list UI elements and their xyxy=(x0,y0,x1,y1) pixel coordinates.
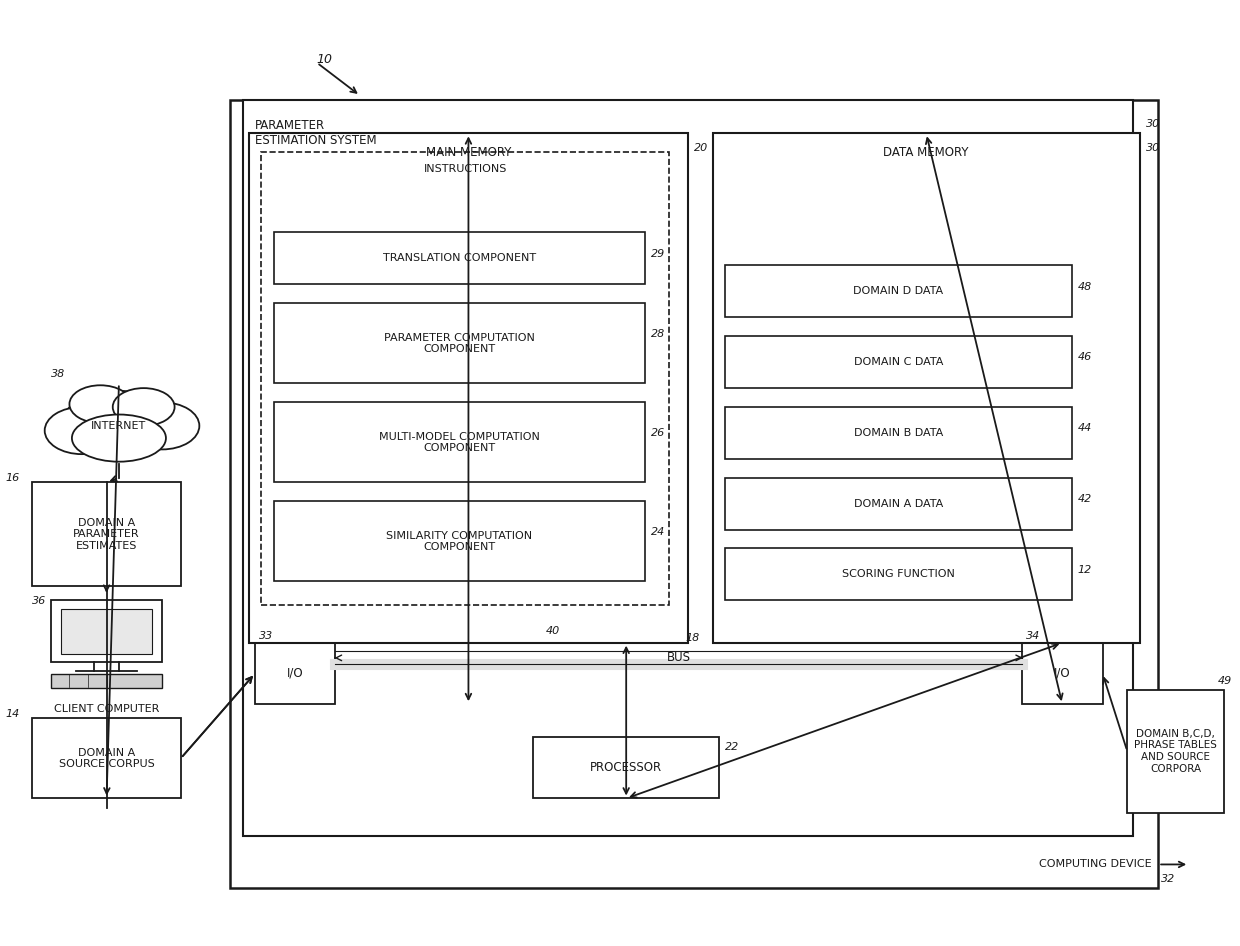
Text: 34: 34 xyxy=(1025,632,1040,641)
Text: 42: 42 xyxy=(1078,494,1092,504)
Text: 29: 29 xyxy=(651,249,665,258)
FancyBboxPatch shape xyxy=(725,478,1071,530)
Ellipse shape xyxy=(69,385,131,423)
Text: PROCESSOR: PROCESSOR xyxy=(590,762,662,774)
FancyBboxPatch shape xyxy=(713,133,1140,642)
FancyBboxPatch shape xyxy=(32,482,181,587)
FancyBboxPatch shape xyxy=(725,407,1071,459)
Text: 30: 30 xyxy=(1146,143,1161,153)
Text: DOMAIN A DATA: DOMAIN A DATA xyxy=(854,499,942,509)
Text: 48: 48 xyxy=(1078,282,1092,291)
Text: DOMAIN B DATA: DOMAIN B DATA xyxy=(854,428,942,438)
Text: 28: 28 xyxy=(651,329,665,339)
Text: SIMILARITY COMPUTATION
COMPONENT: SIMILARITY COMPUTATION COMPONENT xyxy=(386,531,532,552)
FancyBboxPatch shape xyxy=(725,336,1071,388)
Text: 30: 30 xyxy=(1146,119,1161,129)
Text: 44: 44 xyxy=(1078,423,1092,433)
Text: 12: 12 xyxy=(1078,565,1092,574)
Text: TRANSLATION COMPONENT: TRANSLATION COMPONENT xyxy=(383,254,536,263)
Text: 46: 46 xyxy=(1078,353,1092,362)
Text: 32: 32 xyxy=(1161,874,1176,884)
Text: 20: 20 xyxy=(694,143,708,153)
FancyBboxPatch shape xyxy=(255,642,336,704)
Text: 24: 24 xyxy=(651,527,665,537)
Text: MULTI-MODEL COMPUTATION
COMPONENT: MULTI-MODEL COMPUTATION COMPONENT xyxy=(378,431,539,453)
FancyBboxPatch shape xyxy=(533,737,719,798)
Bar xyxy=(262,152,670,605)
Ellipse shape xyxy=(63,391,175,451)
Text: INTERNET: INTERNET xyxy=(92,421,146,430)
Text: 40: 40 xyxy=(546,626,560,636)
Ellipse shape xyxy=(125,402,200,449)
Text: 26: 26 xyxy=(651,428,665,438)
FancyBboxPatch shape xyxy=(725,549,1071,601)
Text: 38: 38 xyxy=(51,369,66,379)
Text: 18: 18 xyxy=(686,634,699,643)
FancyBboxPatch shape xyxy=(51,674,162,688)
Ellipse shape xyxy=(45,407,119,454)
Text: DOMAIN A
SOURCE CORPUS: DOMAIN A SOURCE CORPUS xyxy=(58,747,155,769)
FancyBboxPatch shape xyxy=(51,601,162,661)
Text: INSTRUCTIONS: INSTRUCTIONS xyxy=(424,165,507,174)
FancyBboxPatch shape xyxy=(243,100,1133,836)
Text: SCORING FUNCTION: SCORING FUNCTION xyxy=(842,569,955,579)
FancyBboxPatch shape xyxy=(231,100,1158,888)
Text: 14: 14 xyxy=(6,709,20,719)
Text: DOMAIN C DATA: DOMAIN C DATA xyxy=(853,358,944,367)
Text: COMPUTING DEVICE: COMPUTING DEVICE xyxy=(1039,859,1152,869)
Text: PARAMETER COMPUTATION
COMPONENT: PARAMETER COMPUTATION COMPONENT xyxy=(383,332,534,354)
FancyBboxPatch shape xyxy=(1127,690,1224,813)
Text: I/O: I/O xyxy=(286,667,304,680)
Text: 22: 22 xyxy=(725,742,739,752)
Text: I/O: I/O xyxy=(1054,667,1070,680)
Text: DOMAIN D DATA: DOMAIN D DATA xyxy=(853,287,944,296)
Text: BUS: BUS xyxy=(667,652,691,664)
Text: DOMAIN B,C,D,
PHRASE TABLES
AND SOURCE
CORPORA: DOMAIN B,C,D, PHRASE TABLES AND SOURCE C… xyxy=(1135,728,1216,774)
Text: CLIENT COMPUTER: CLIENT COMPUTER xyxy=(53,704,159,714)
FancyBboxPatch shape xyxy=(274,501,645,582)
Text: 33: 33 xyxy=(259,632,273,641)
Text: PARAMETER
ESTIMATION SYSTEM: PARAMETER ESTIMATION SYSTEM xyxy=(255,119,377,148)
FancyBboxPatch shape xyxy=(32,718,181,798)
Text: 10: 10 xyxy=(317,53,332,66)
FancyBboxPatch shape xyxy=(61,609,153,654)
Text: 49: 49 xyxy=(1218,675,1231,686)
Text: MAIN MEMORY: MAIN MEMORY xyxy=(425,146,511,159)
Text: 16: 16 xyxy=(6,473,20,483)
Text: 36: 36 xyxy=(32,596,47,605)
FancyBboxPatch shape xyxy=(274,304,645,383)
Text: DATA MEMORY: DATA MEMORY xyxy=(883,146,968,159)
Ellipse shape xyxy=(72,414,166,462)
FancyBboxPatch shape xyxy=(274,402,645,482)
Text: DOMAIN A
PARAMETER
ESTIMATES: DOMAIN A PARAMETER ESTIMATES xyxy=(73,517,140,551)
FancyBboxPatch shape xyxy=(725,266,1071,317)
FancyBboxPatch shape xyxy=(274,233,645,285)
FancyBboxPatch shape xyxy=(249,133,688,642)
Ellipse shape xyxy=(113,388,175,426)
FancyBboxPatch shape xyxy=(1022,642,1102,704)
